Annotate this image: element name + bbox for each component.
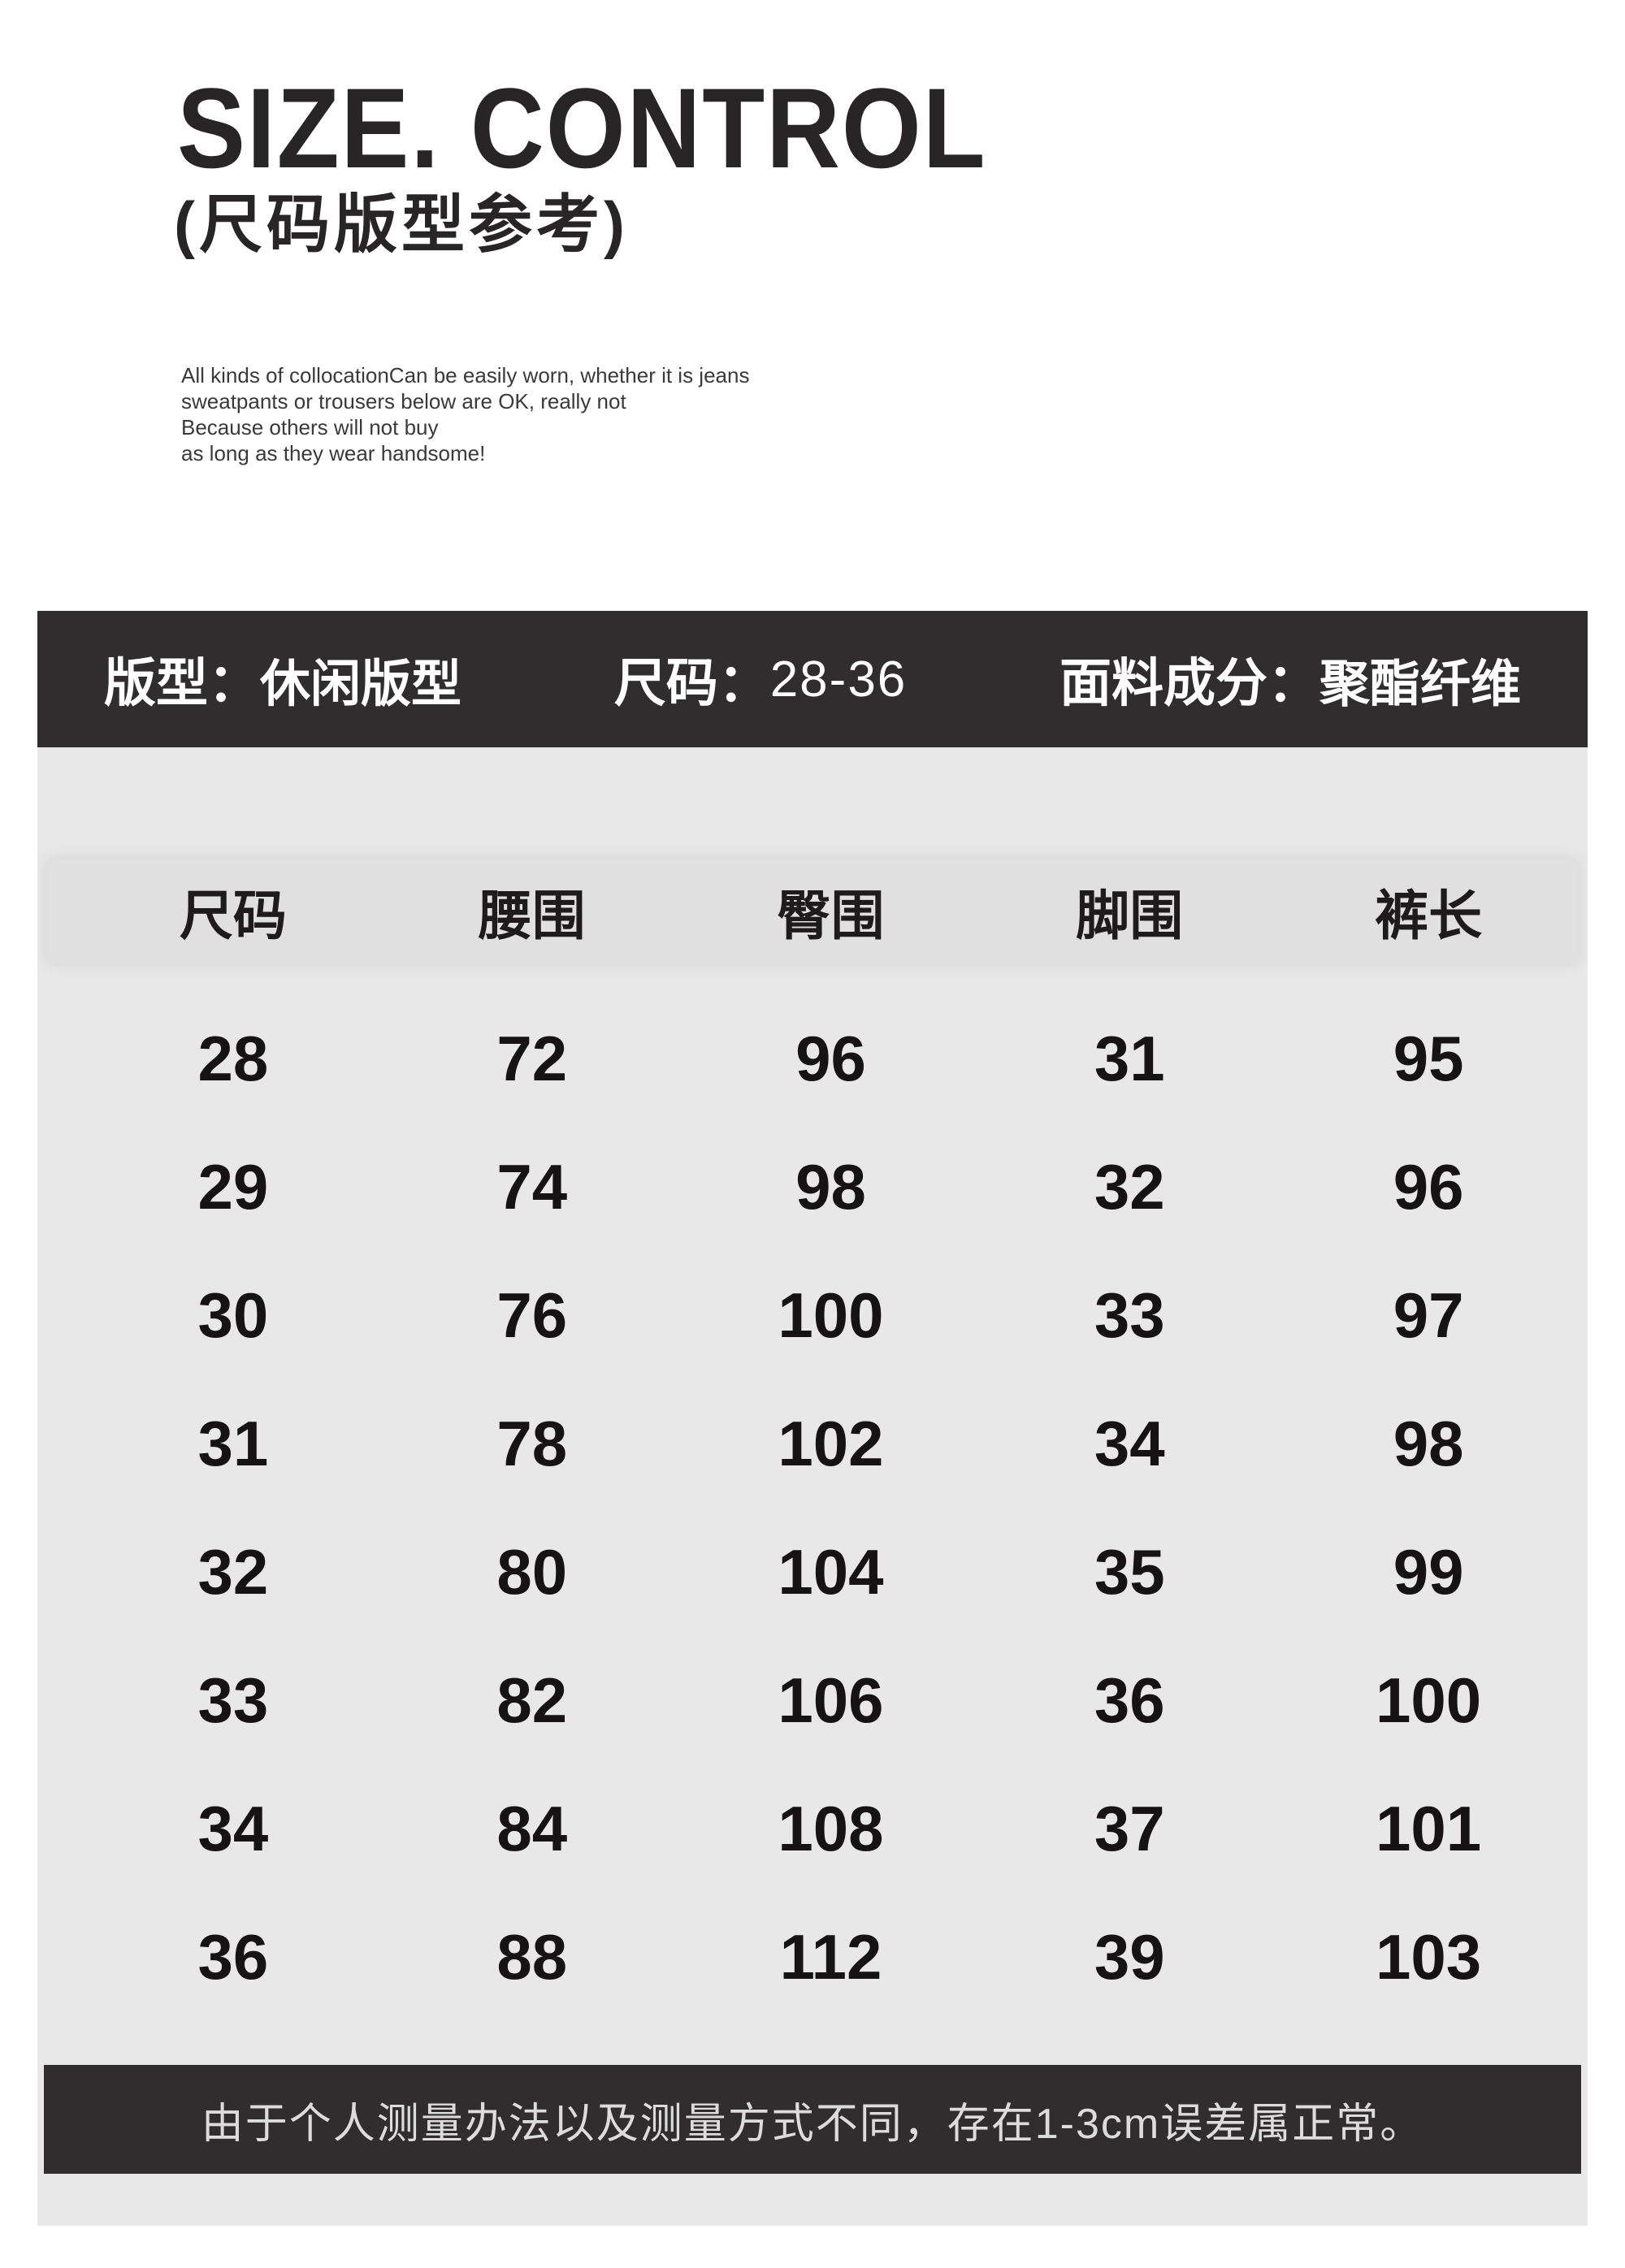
size-table-header: 尺码 腰围 臀围 脚围 裤长 <box>47 859 1578 963</box>
table-cell: 34 <box>1094 1407 1165 1479</box>
column-header-pants-length: 裤长 <box>1375 885 1483 946</box>
table-row: 28 72 96 31 95 <box>47 994 1578 1123</box>
fit-type-label: 版型： <box>104 654 260 712</box>
size-table-body: 28 72 96 31 95 29 74 98 32 96 30 76 100 … <box>47 994 1578 2021</box>
column-header-size: 尺码 <box>179 885 287 946</box>
table-cell: 36 <box>1094 1664 1165 1736</box>
fit-type-item: 版型： 休闲版型 <box>104 642 462 716</box>
disclaimer-text: 由于个人测量办法以及测量方式不同，存在1-3cm误差属正常。 <box>201 2100 1424 2148</box>
table-cell: 29 <box>197 1150 269 1223</box>
table-cell: 35 <box>1094 1535 1165 1608</box>
page-subtitle: (尺码版型参考) <box>174 188 629 260</box>
table-cell: 96 <box>1393 1150 1464 1223</box>
table-cell: 112 <box>779 1920 882 1993</box>
table-row: 34 84 108 37 101 <box>47 1764 1578 1893</box>
column-header-hip: 臀围 <box>777 885 885 946</box>
table-cell: 36 <box>197 1920 269 1993</box>
fabric-item: 面料成分： 聚酯纤维 <box>1060 642 1521 716</box>
table-cell: 33 <box>1094 1279 1165 1351</box>
table-cell: 103 <box>1376 1920 1482 1993</box>
table-cell: 78 <box>496 1407 568 1479</box>
table-row: 33 82 106 36 100 <box>47 1636 1578 1764</box>
table-cell: 88 <box>496 1920 568 1993</box>
table-cell: 96 <box>795 1022 866 1094</box>
table-cell: 95 <box>1393 1022 1464 1094</box>
fit-type-value: 休闲版型 <box>260 656 462 712</box>
table-cell: 31 <box>1094 1022 1165 1094</box>
table-cell: 102 <box>778 1407 884 1479</box>
table-cell: 33 <box>197 1664 269 1736</box>
table-cell: 72 <box>496 1022 568 1094</box>
size-table-panel: 尺码 腰围 臀围 脚围 裤长 28 72 96 31 95 29 74 98 3… <box>37 747 1588 2226</box>
table-cell: 108 <box>778 1792 884 1864</box>
table-cell: 97 <box>1393 1279 1464 1351</box>
table-cell: 30 <box>197 1279 269 1351</box>
table-cell: 32 <box>1094 1150 1165 1223</box>
size-range-label: 尺码： <box>613 654 770 712</box>
table-cell: 82 <box>496 1664 568 1736</box>
table-cell: 80 <box>496 1535 568 1608</box>
description-line: All kinds of collocationCan be easily wo… <box>181 363 750 387</box>
table-cell: 37 <box>1094 1792 1165 1864</box>
table-cell: 101 <box>1376 1792 1482 1864</box>
table-cell: 98 <box>1393 1407 1464 1479</box>
description-text: All kinds of collocationCan be easily wo… <box>181 362 749 466</box>
spec-info-bar: 版型： 休闲版型 尺码： 28-36 面料成分： 聚酯纤维 <box>37 611 1588 747</box>
table-cell: 39 <box>1094 1920 1165 1993</box>
table-cell: 104 <box>778 1535 884 1608</box>
table-cell: 84 <box>496 1792 568 1864</box>
table-cell: 76 <box>496 1279 568 1351</box>
table-row: 36 88 112 39 103 <box>47 1893 1578 2021</box>
table-cell: 28 <box>197 1022 269 1094</box>
table-cell: 32 <box>197 1535 269 1608</box>
fabric-value: 聚酯纤维 <box>1319 656 1521 712</box>
page-title-text: SIZE. CONTROL <box>177 64 987 192</box>
table-row: 29 74 98 32 96 <box>47 1123 1578 1251</box>
fabric-label: 面料成分： <box>1059 654 1320 712</box>
table-cell: 100 <box>1376 1664 1482 1736</box>
table-cell: 34 <box>197 1792 269 1864</box>
column-header-waist: 腰围 <box>478 885 586 946</box>
table-row: 30 76 100 33 97 <box>47 1251 1578 1379</box>
table-cell: 100 <box>778 1279 884 1351</box>
size-range-value: 28-36 <box>769 651 908 708</box>
table-cell: 31 <box>197 1407 269 1479</box>
page-title: SIZE. CONTROL <box>177 71 1077 185</box>
description-line: sweatpants or trousers below are OK, rea… <box>181 389 626 413</box>
table-row: 32 80 104 35 99 <box>47 1508 1578 1636</box>
column-header-leg-opening: 脚围 <box>1076 885 1184 946</box>
table-row: 31 78 102 34 98 <box>47 1379 1578 1508</box>
table-cell: 74 <box>496 1150 568 1223</box>
description-line: Because others will not buy <box>181 415 439 439</box>
description-line: as long as they wear handsome! <box>181 441 486 465</box>
table-cell: 98 <box>795 1150 866 1223</box>
table-cell: 106 <box>778 1664 884 1736</box>
table-cell: 99 <box>1393 1535 1464 1608</box>
size-range-item: 尺码： 28-36 <box>614 642 908 716</box>
disclaimer-bar: 由于个人测量办法以及测量方式不同，存在1-3cm误差属正常。 <box>44 2065 1581 2174</box>
